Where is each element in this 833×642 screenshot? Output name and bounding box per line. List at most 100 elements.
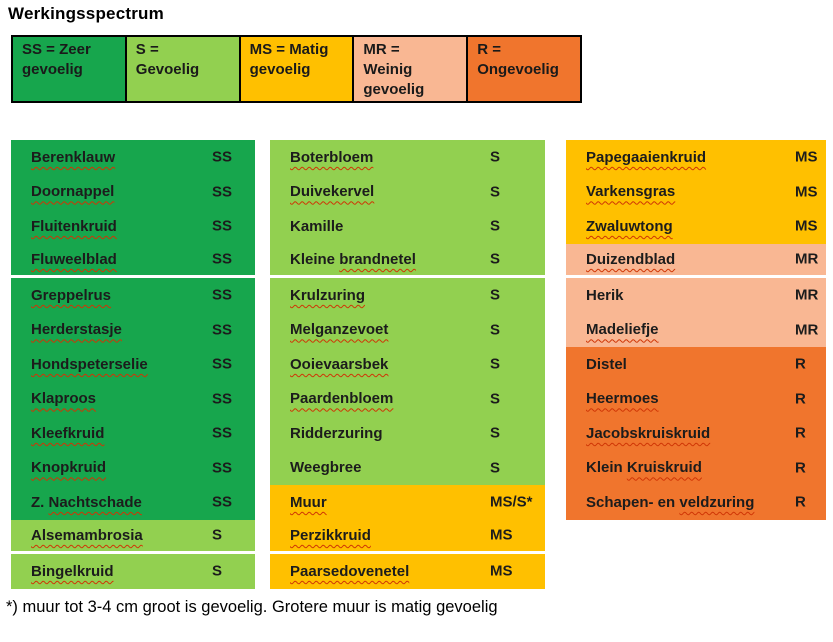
weed-name: Perzikkruid xyxy=(270,527,371,544)
sensitivity-value: MS xyxy=(795,183,818,201)
weed-name-part-misspelled: veldzuring xyxy=(679,493,755,511)
weed-name-part: Ridderzuring xyxy=(290,424,383,442)
weed-name-part: Herik xyxy=(586,286,624,304)
weed-name-part: Weegbree xyxy=(290,459,362,477)
weed-name-part: Kleine xyxy=(290,250,340,268)
legend-cell-ss: SS = Zeer gevoelig xyxy=(13,37,127,101)
weed-row: Madeliefje MR xyxy=(566,312,826,347)
weed-column-2: Boterbloem S Duivekervel S Kamille S Kleine br… xyxy=(270,140,545,589)
legend-table: SS = Zeer gevoelig S = Gevoelig MS = Matig ge… xyxy=(11,35,582,103)
weed-row: Jacobskruiskruid R xyxy=(566,416,826,451)
weed-row: Alsemambrosia S xyxy=(11,519,255,554)
sensitivity-value: S xyxy=(490,148,501,166)
sensitivity-value: S xyxy=(490,183,501,201)
weed-row: Schapen- en veldzuring R xyxy=(566,485,826,520)
weed-name: Krulzuring xyxy=(270,287,365,304)
weed-name: Boterbloem xyxy=(270,149,373,166)
weed-name-part-misspelled: Jacobskruiskruid xyxy=(586,424,711,442)
weed-name: Greppelrus xyxy=(11,287,111,304)
weed-row: Doornappel SS xyxy=(11,174,255,209)
weed-name: Z. Nachtschade xyxy=(11,494,142,511)
weed-name: Alsemambrosia xyxy=(11,527,143,544)
weed-name-part: Kamille xyxy=(290,217,344,235)
weed-row: Weegbree S xyxy=(270,450,545,485)
sensitivity-value: S xyxy=(490,424,501,442)
sensitivity-value: R xyxy=(795,390,806,408)
weed-row: Kleefkruid SS xyxy=(11,416,255,451)
weed-name: Kamille xyxy=(270,218,343,235)
weed-name-part-misspelled: Heermoes xyxy=(586,390,659,408)
legend-label-line: Ongevoelig xyxy=(477,61,559,78)
legend-label-line: SS = Zeer xyxy=(22,41,91,58)
weed-name: Melganzevoet xyxy=(270,321,388,338)
weed-name: Klein Kruiskruid xyxy=(566,459,702,476)
sensitivity-value: SS xyxy=(212,355,233,373)
sensitivity-value: MS xyxy=(490,526,513,544)
weed-row: Ridderzuring S xyxy=(270,416,545,451)
legend-label-line: Weinig xyxy=(363,61,413,78)
weed-name: Fluitenkruid xyxy=(11,218,117,235)
weed-name-part-misspelled: Bingelkruid xyxy=(31,562,114,580)
weed-name-part-misspelled: Krulzuring xyxy=(290,286,365,304)
sensitivity-value: SS xyxy=(212,424,233,442)
weed-name-part-misspelled: Perzikkruid xyxy=(290,526,371,544)
legend-cell-r: R = Ongevoelig xyxy=(468,37,580,101)
sensitivity-value: R xyxy=(795,355,806,373)
sensitivity-value: R xyxy=(795,493,806,511)
weed-name-part-misspelled: Alsemambrosia xyxy=(31,526,143,544)
weed-name: Zwaluwtong xyxy=(566,218,673,235)
weed-name-part-misspelled: Knopkruid xyxy=(31,459,106,477)
weed-row: Papegaaienkruid MS xyxy=(566,140,826,175)
weed-row: Herderstasje SS xyxy=(11,312,255,347)
weed-name-part-misspelled: Muur xyxy=(290,493,327,511)
weed-name: Kleefkruid xyxy=(11,425,104,442)
weed-name: Paardenbloem xyxy=(270,390,393,407)
weed-name-part-misspelled: Paardenbloem xyxy=(290,390,394,408)
sensitivity-value: R xyxy=(795,424,806,442)
weed-row: Paardenbloem S xyxy=(270,381,545,416)
weed-name-part: Schapen- en xyxy=(586,493,680,511)
weed-name: Doornappel xyxy=(11,183,114,200)
weed-name-part-misspelled: Melganzevoet xyxy=(290,321,389,339)
weed-row: Z. Nachtschade SS xyxy=(11,485,255,520)
footnote: *) muur tot 3-4 cm groot is gevoelig. Gr… xyxy=(6,598,498,616)
weed-row: Duizendblad MR xyxy=(566,243,826,278)
weed-row: Hondspeterselie SS xyxy=(11,347,255,382)
weed-name-part-misspelled: Fluweelblad xyxy=(31,250,117,268)
weed-name: Herik xyxy=(566,287,624,304)
weed-name-part-misspelled: brandnetel xyxy=(339,250,416,268)
weed-name-part: Z. xyxy=(31,493,49,511)
sensitivity-value: SS xyxy=(212,286,233,304)
sensitivity-value: SS xyxy=(212,493,233,511)
sensitivity-value: S xyxy=(212,526,223,544)
weed-row: Melganzevoet S xyxy=(270,312,545,347)
weed-name: Distel xyxy=(566,356,627,373)
weed-row: Greppelrus SS xyxy=(11,278,255,313)
weed-row: Herik MR xyxy=(566,278,826,313)
page-title: Werkingsspectrum xyxy=(8,4,164,23)
sensitivity-value: MS/S* xyxy=(490,493,533,511)
sensitivity-value: R xyxy=(795,459,806,477)
weed-row: Boterbloem S xyxy=(270,140,545,175)
weed-name-part-misspelled: Duivekervel xyxy=(290,183,375,201)
weed-name-part-misspelled: Zwaluwtong xyxy=(586,217,673,235)
sensitivity-value: MS xyxy=(490,562,513,580)
weed-name-part: Klein xyxy=(586,459,627,477)
weed-row: Krulzuring S xyxy=(270,278,545,313)
sensitivity-value: SS xyxy=(212,250,233,268)
weed-name: Bingelkruid xyxy=(11,563,114,580)
sensitivity-value: SS xyxy=(212,321,233,339)
sensitivity-value: S xyxy=(490,217,501,235)
weed-row: Paarsedovenetel MS xyxy=(270,554,545,589)
weed-name-part-misspelled: Paarsedovenetel xyxy=(290,562,410,580)
legend-label-line: Gevoelig xyxy=(135,61,200,78)
legend-cell-mr: MR = Weinig gevoelig xyxy=(354,37,469,101)
sensitivity-value: S xyxy=(490,355,501,373)
legend-label-line: S = xyxy=(135,41,159,58)
weed-row: Klaproos SS xyxy=(11,381,255,416)
weed-name: Klaproos xyxy=(11,390,96,407)
sensitivity-value: SS xyxy=(212,183,233,201)
weed-row: Knopkruid SS xyxy=(11,450,255,485)
